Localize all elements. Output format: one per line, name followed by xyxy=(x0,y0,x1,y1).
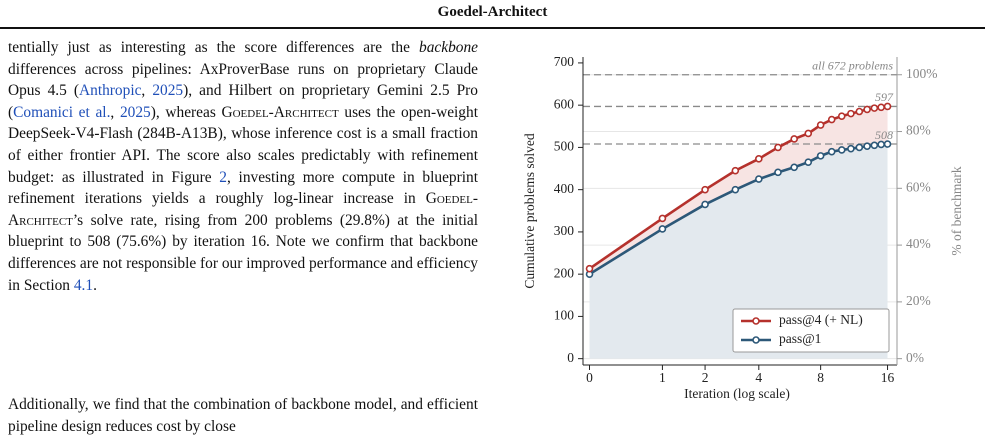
marker xyxy=(883,140,892,148)
marker xyxy=(837,112,846,120)
y-tick-label: 700 xyxy=(554,54,575,69)
reference-label: 597 xyxy=(875,90,894,104)
x-tick-label: 16 xyxy=(881,370,895,385)
marker xyxy=(877,103,885,112)
marker xyxy=(790,135,799,143)
x-axis-label: Iteration (log scale) xyxy=(684,386,790,401)
text: ), and Hilbert on proprietary Gemini 2.5… xyxy=(8,82,478,121)
marker xyxy=(847,109,855,118)
text: uses the open-weight DeepSeek-V4-Flash (… xyxy=(8,103,478,186)
y-tick-label: 100 xyxy=(554,308,575,323)
legend-swatch-marker xyxy=(752,317,760,325)
citation-link[interactable]: Anthropic xyxy=(79,82,142,100)
citation-link[interactable]: 2025 xyxy=(152,82,184,100)
y2-tick-label: 100% xyxy=(906,66,938,81)
marker xyxy=(755,175,763,183)
y2-tick-label: 20% xyxy=(906,293,931,308)
text: differences across pipelines: AxProverBa… xyxy=(8,60,478,100)
marker xyxy=(658,214,667,223)
area xyxy=(589,144,888,359)
y-tick-label: 600 xyxy=(554,96,575,111)
section-link[interactable]: 4.1 xyxy=(73,276,94,294)
marker xyxy=(870,104,879,112)
text: , investing more compute in blueprint re… xyxy=(8,168,478,208)
figure-link[interactable]: 2 xyxy=(219,168,227,186)
marker xyxy=(877,140,885,149)
legend-swatch-marker xyxy=(752,336,760,344)
marker xyxy=(658,225,667,233)
marker xyxy=(731,185,740,194)
paragraph: tentially just as interesting as the sco… xyxy=(8,37,478,296)
paragraph: Additionally, we find that the combinati… xyxy=(8,394,478,437)
marker xyxy=(837,146,846,154)
marker xyxy=(863,142,871,150)
marker xyxy=(731,166,740,175)
marker xyxy=(774,143,782,152)
marker xyxy=(804,158,813,167)
marker xyxy=(883,102,892,111)
text: backbone xyxy=(419,39,478,56)
y-tick-label: 500 xyxy=(554,139,575,154)
text: , xyxy=(110,103,120,121)
x-tick-label: 0 xyxy=(586,370,593,385)
marker xyxy=(855,107,864,116)
citation-link[interactable]: Comanici et al. xyxy=(13,103,111,121)
citation-link[interactable]: 2025 xyxy=(119,103,151,121)
text: ’s solve rate, rising from 200 problems … xyxy=(8,211,478,294)
marker xyxy=(816,152,825,160)
marker xyxy=(847,144,855,153)
method-name: Goedel-Architect xyxy=(8,190,478,229)
area xyxy=(589,106,888,275)
text: , xyxy=(141,82,153,100)
legend-label: pass@1 xyxy=(779,331,821,346)
x-tick-label: 1 xyxy=(659,370,666,385)
y2-tick-label: 80% xyxy=(906,123,931,138)
x-tick-label: 8 xyxy=(817,370,824,385)
running-header: Goedel-Architect xyxy=(437,4,548,20)
legend-box xyxy=(732,308,890,353)
marker xyxy=(827,147,836,156)
text: ), whereas xyxy=(150,103,222,121)
marker xyxy=(804,129,813,138)
y2-tick-label: 40% xyxy=(906,236,931,251)
header-rule xyxy=(0,27,985,29)
marker xyxy=(863,105,871,114)
reference-label: all 672 problems xyxy=(812,58,893,72)
marker xyxy=(827,115,836,124)
y-axis-label: Cumulative problems solved xyxy=(522,133,537,288)
reference-label: 508 xyxy=(875,128,893,142)
method-name: Goedel-Architect xyxy=(221,103,339,121)
marker xyxy=(870,141,879,150)
marker xyxy=(774,168,782,177)
y2-tick-label: 0% xyxy=(906,350,924,365)
marker xyxy=(790,163,799,172)
y-tick-label: 200 xyxy=(554,265,575,280)
y2-axis-label: % of benchmark xyxy=(949,166,964,255)
marker xyxy=(585,264,594,273)
marker xyxy=(701,200,709,209)
marker xyxy=(816,121,825,129)
x-tick-label: 4 xyxy=(755,370,762,385)
x-tick-label: 2 xyxy=(702,370,709,385)
marker xyxy=(755,155,763,163)
text: Additionally, we find that the combinati… xyxy=(8,396,478,435)
marker xyxy=(701,185,709,194)
y-tick-label: 400 xyxy=(554,181,575,196)
text: tentially just as interesting as the sco… xyxy=(8,39,420,56)
y-tick-label: 0 xyxy=(567,350,574,365)
y2-tick-label: 60% xyxy=(906,179,931,194)
legend-label: pass@4 (+ NL) xyxy=(779,312,863,327)
marker xyxy=(855,143,864,152)
y-tick-label: 300 xyxy=(554,223,575,238)
text: . xyxy=(93,276,97,294)
